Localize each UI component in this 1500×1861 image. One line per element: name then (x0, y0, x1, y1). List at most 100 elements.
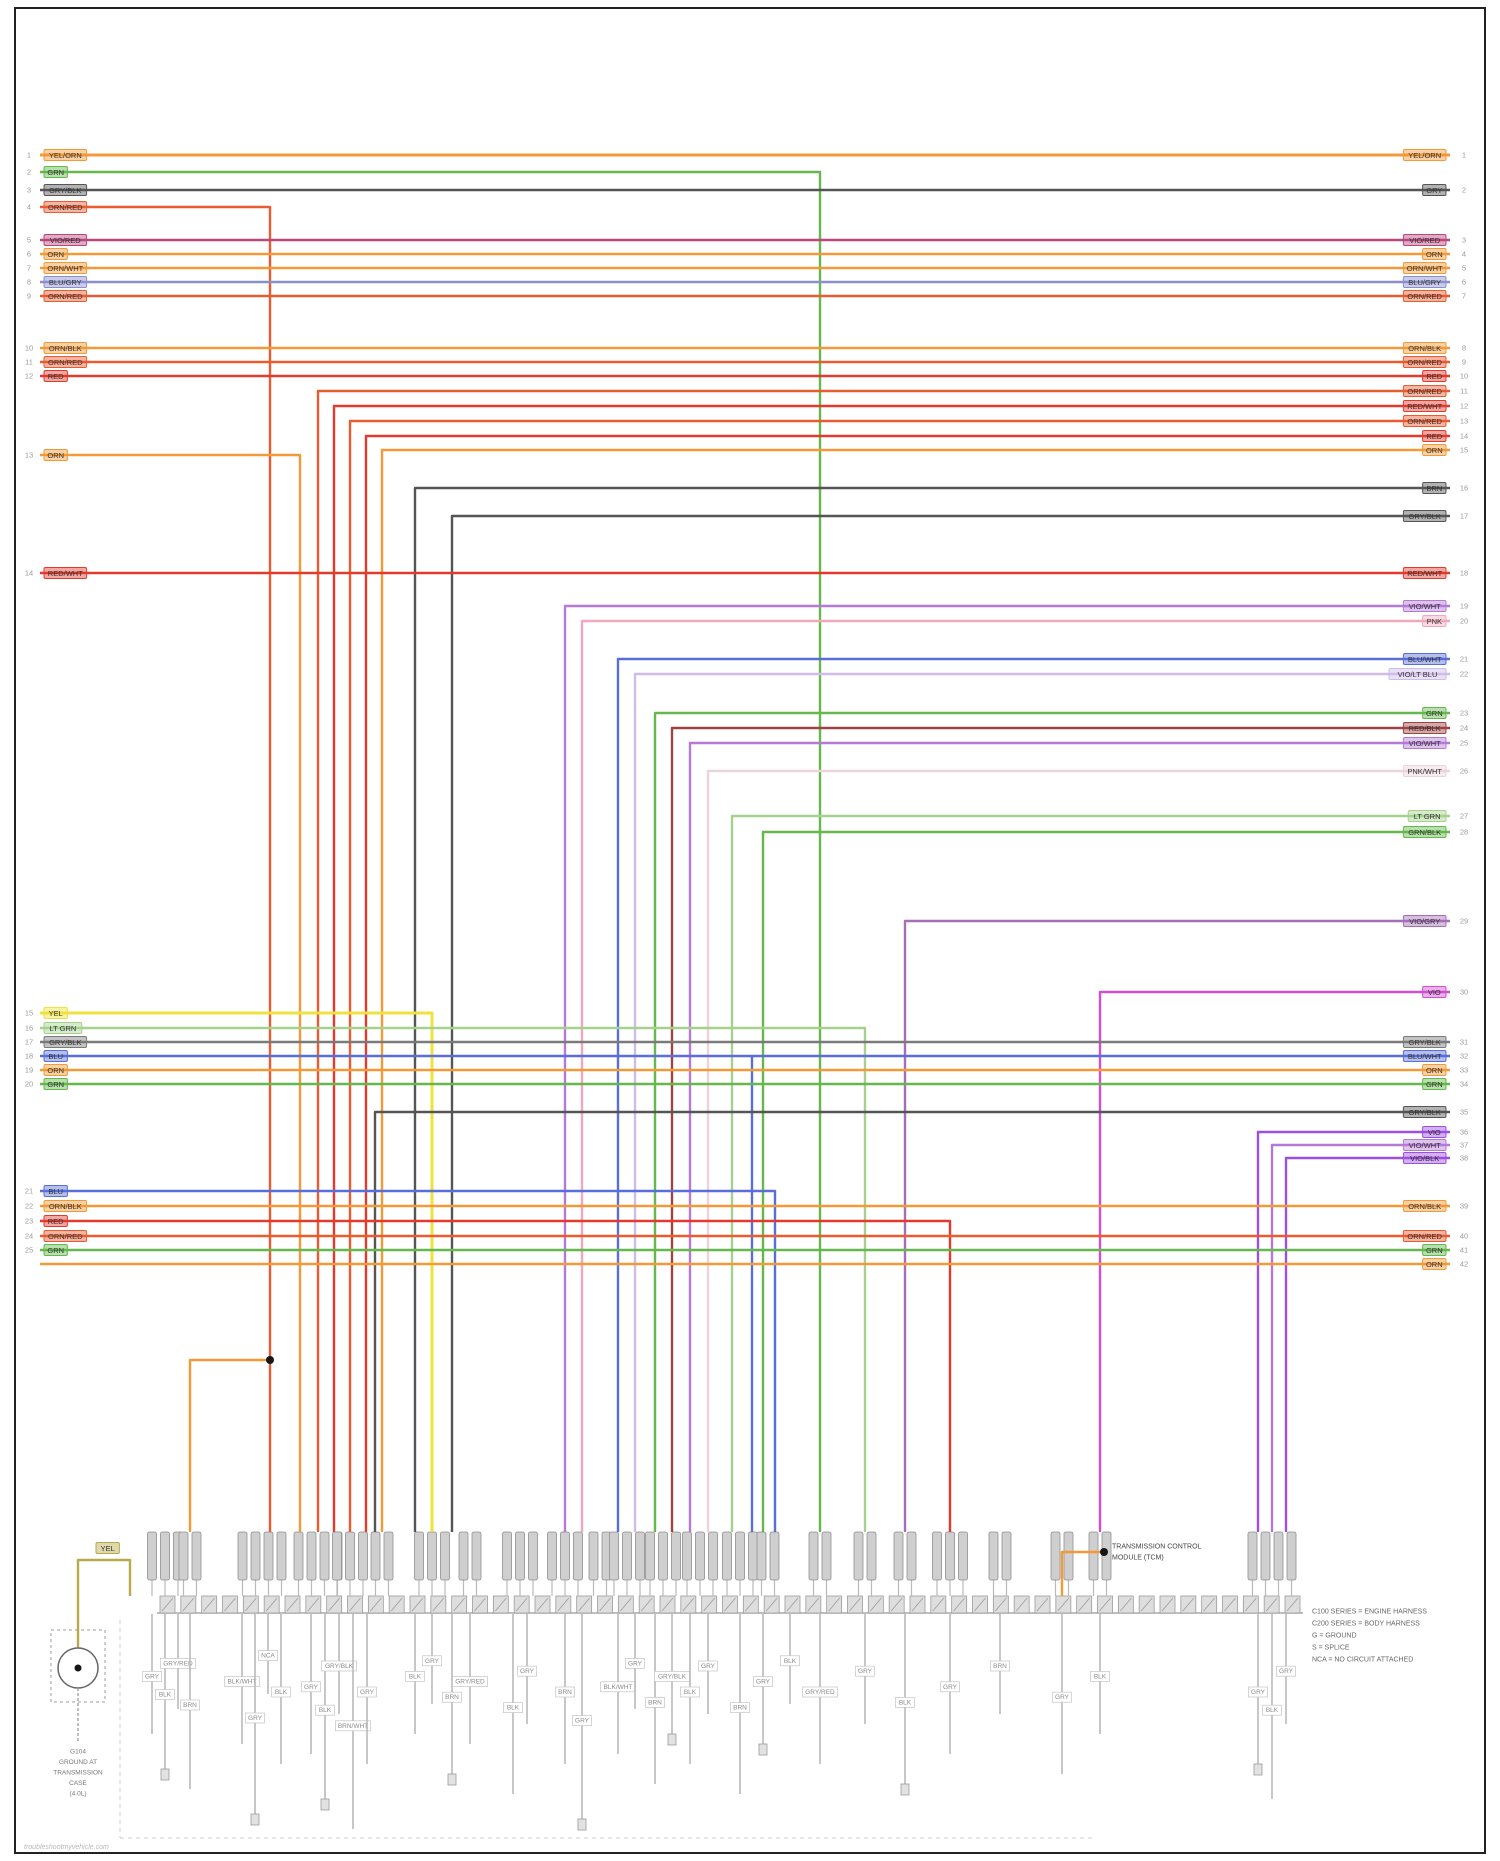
connector-pin (332, 1531, 342, 1581)
pin-number-left: 9 (27, 292, 31, 301)
wire-label: BLU (48, 1187, 63, 1196)
pin-number-left: 1 (27, 151, 31, 160)
wire-label-box (1402, 290, 1447, 302)
pin-number-right: 8 (1462, 344, 1466, 353)
connector-pin (250, 1531, 261, 1581)
bus-connector-hatch (849, 1597, 861, 1612)
wire-label-box (43, 184, 88, 196)
wire-label-box (1402, 400, 1447, 412)
bus-connector-hatch (1161, 1597, 1174, 1612)
drop-label-box (1090, 1671, 1110, 1682)
wire-label: ORN (47, 1066, 64, 1075)
wire-label: ORN/RED (48, 1232, 83, 1241)
connector-pin (293, 1531, 304, 1581)
pin-number-right: 11 (1460, 387, 1468, 396)
drop-terminal (447, 1773, 457, 1786)
connector-pin (735, 1531, 745, 1581)
connector-pin (769, 1531, 780, 1581)
wire-label-box (1422, 1064, 1447, 1076)
pin-number-right: 28 (1460, 828, 1468, 837)
drop-label: BLK/WHT (604, 1684, 633, 1691)
wire-PNK/WHT (706, 769, 1450, 1532)
connector-pin (658, 1531, 668, 1581)
wire-label: VIO (1428, 1128, 1441, 1137)
wire-label: RED (48, 372, 64, 381)
bus-connector-hatch (786, 1597, 799, 1612)
bus-connector-hatch (307, 1597, 320, 1612)
wire-label: LT GRN (49, 1024, 76, 1033)
drop-terminal (160, 1768, 170, 1781)
bus-connector-hatch (890, 1597, 903, 1612)
pin-number-right: 26 (1460, 767, 1468, 776)
wire-label-box (1402, 1036, 1447, 1048)
pin-number-right: 30 (1460, 988, 1468, 997)
wire-label-box (1422, 430, 1447, 442)
wire-label: ORN/RED (48, 358, 83, 367)
pin-number-right: 15 (1460, 446, 1468, 455)
pin-number-right: 22 (1460, 670, 1468, 679)
connector-pin (695, 1531, 705, 1581)
ground-label: G104 (70, 1749, 86, 1756)
pin-number-left: 6 (27, 250, 31, 259)
drop-label: GRY (360, 1689, 375, 1696)
drop-label: BLK (507, 1705, 520, 1712)
bus-connector-hatch (682, 1597, 695, 1612)
wire-label-box (43, 356, 88, 368)
connector-pin (414, 1531, 424, 1581)
wire-label-box (43, 1064, 68, 1076)
drop-label-box (452, 1676, 488, 1687)
component-callout: TRANSMISSION CONTROL (1112, 1544, 1202, 1551)
connector-pin (319, 1531, 330, 1581)
wire-ORN (40, 453, 302, 1532)
junction-dot (266, 1356, 274, 1364)
pin-number-right: 12 (1460, 402, 1468, 411)
connector-pin (1001, 1531, 1012, 1581)
wire-label: YEL (49, 1009, 63, 1018)
pin-number-left: 3 (27, 186, 31, 195)
drop-label: GRY (756, 1679, 771, 1686)
connector-pin (609, 1531, 619, 1581)
drop-label-box (645, 1697, 665, 1708)
pin-number-right: 40 (1460, 1232, 1468, 1241)
pin-number-right: 1 (1462, 151, 1466, 160)
wire-label-box (43, 1078, 68, 1090)
drop-label: BLK/WHT (228, 1679, 257, 1686)
bus-connector-hatch (161, 1597, 174, 1612)
connector-pin (958, 1531, 968, 1581)
connector-pin (906, 1531, 917, 1581)
pin-number-right: 27 (1460, 812, 1468, 821)
wire-label: GRN (1426, 1246, 1443, 1255)
wire-label: RED (1426, 432, 1442, 441)
drop-label-box (142, 1671, 162, 1682)
pin-number-left: 12 (25, 372, 33, 381)
drop-label: BLK (899, 1699, 912, 1706)
wire-label-box (43, 342, 88, 354)
pin-number-right: 33 (1460, 1066, 1468, 1075)
pin-number-left: 4 (27, 203, 31, 212)
connector-pin (1063, 1531, 1074, 1581)
pin-number-left: 13 (25, 451, 33, 460)
bus-connector-hatch (974, 1597, 986, 1612)
drop-label-box (155, 1689, 175, 1700)
wire-BLU (40, 1189, 777, 1532)
wire-label-box (1402, 737, 1447, 749)
wire-label-box (1402, 385, 1447, 397)
wire-label: ORN/RED (1407, 358, 1442, 367)
pin-number-right: 9 (1462, 358, 1466, 367)
wire-label-box (1402, 262, 1447, 274)
ground-label: CASE (69, 1780, 87, 1787)
pin-number-left: 23 (25, 1217, 33, 1226)
wire-label-box (1402, 1106, 1447, 1118)
junction-dot (1100, 1548, 1108, 1556)
wire-label: GRY/BLK (1409, 1038, 1441, 1047)
bus-connector-hatch (265, 1597, 278, 1612)
legend-line: NCA = NO CIRCUIT ATTACHED (1312, 1657, 1413, 1664)
bus-connector-hatch (1057, 1597, 1070, 1612)
connector-pin (1101, 1531, 1112, 1581)
wire-ORN (380, 448, 1450, 1532)
legend-line: C200 SERIES = BODY HARNESS (1312, 1621, 1420, 1628)
connector-pin (1247, 1531, 1258, 1581)
wire-LT GRN (730, 814, 1450, 1532)
drop-terminal (320, 1798, 330, 1811)
